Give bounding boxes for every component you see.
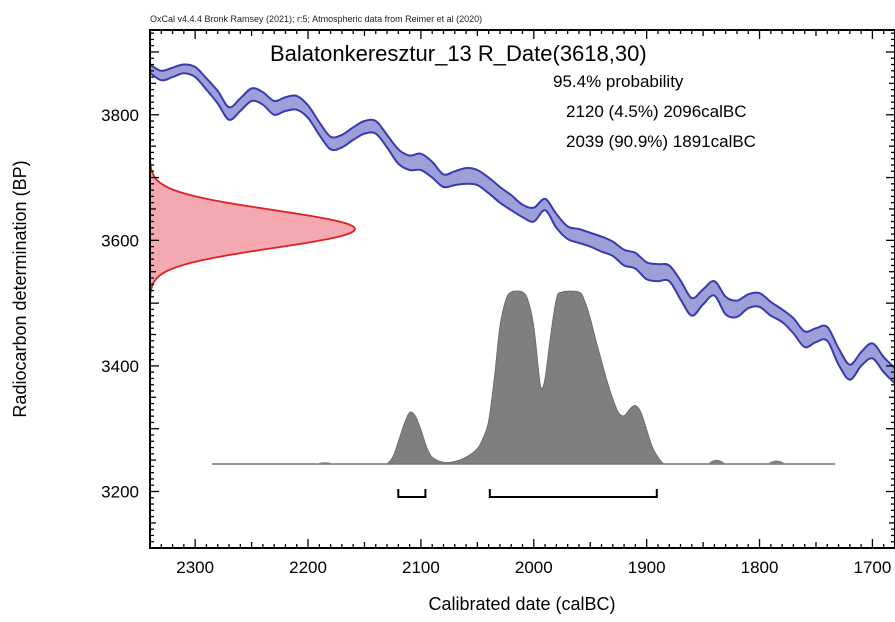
- y-tick-label: 3600: [101, 231, 139, 250]
- distribution-minor-bump-1: [316, 462, 334, 464]
- calibration-curve: [150, 63, 895, 385]
- y-axis-label: Radiocarbon determination (BP): [10, 160, 30, 417]
- range-bracket-2: [488, 489, 658, 498]
- x-tick-label: 1700: [854, 558, 892, 577]
- x-tick-label: 2200: [289, 558, 327, 577]
- calibration-band: [150, 64, 895, 384]
- chart-title: Balatonkeresztur_13 R_Date(3618,30): [270, 41, 647, 66]
- x-tick-label: 1900: [628, 558, 666, 577]
- range-bracket-1: [397, 489, 427, 498]
- calibration-upper-line: [150, 63, 895, 370]
- radiocarbon-area: [150, 161, 355, 297]
- radiocarbon-likelihood: [150, 161, 356, 297]
- probability-heading: 95.4% probability: [553, 72, 684, 91]
- y-tick-label: 3400: [101, 357, 139, 376]
- probability-range-1: 2120 (4.5%) 2096calBC: [566, 102, 747, 121]
- probability-range-brackets: [397, 489, 658, 498]
- x-axis-label: Calibrated date (calBC): [428, 594, 615, 614]
- y-tick-label: 3800: [101, 106, 139, 125]
- distribution-minor-bump-2: [707, 459, 726, 464]
- distribution-area: [386, 290, 665, 465]
- calibrated-distribution: [212, 290, 836, 465]
- plot-frame: [149, 29, 895, 549]
- x-tick-label: 2100: [402, 558, 440, 577]
- x-tick-label: 1800: [741, 558, 779, 577]
- software-credit: OxCal v4.4.4 Bronk Ramsey (2021); r:5; A…: [150, 14, 482, 24]
- probability-range-2: 2039 (90.9%) 1891calBC: [566, 132, 756, 151]
- axis-ticks: 2300 2200 2100 2000 1900 1800 1700 3200 3400 3600…: [101, 30, 895, 577]
- distribution-minor-bump-3: [767, 460, 786, 464]
- x-tick-label: 2300: [176, 558, 214, 577]
- calibration-lower-line: [150, 71, 895, 385]
- radiocarbon-line: [150, 161, 356, 297]
- x-tick-label: 2000: [515, 558, 553, 577]
- y-tick-label: 3200: [101, 482, 139, 501]
